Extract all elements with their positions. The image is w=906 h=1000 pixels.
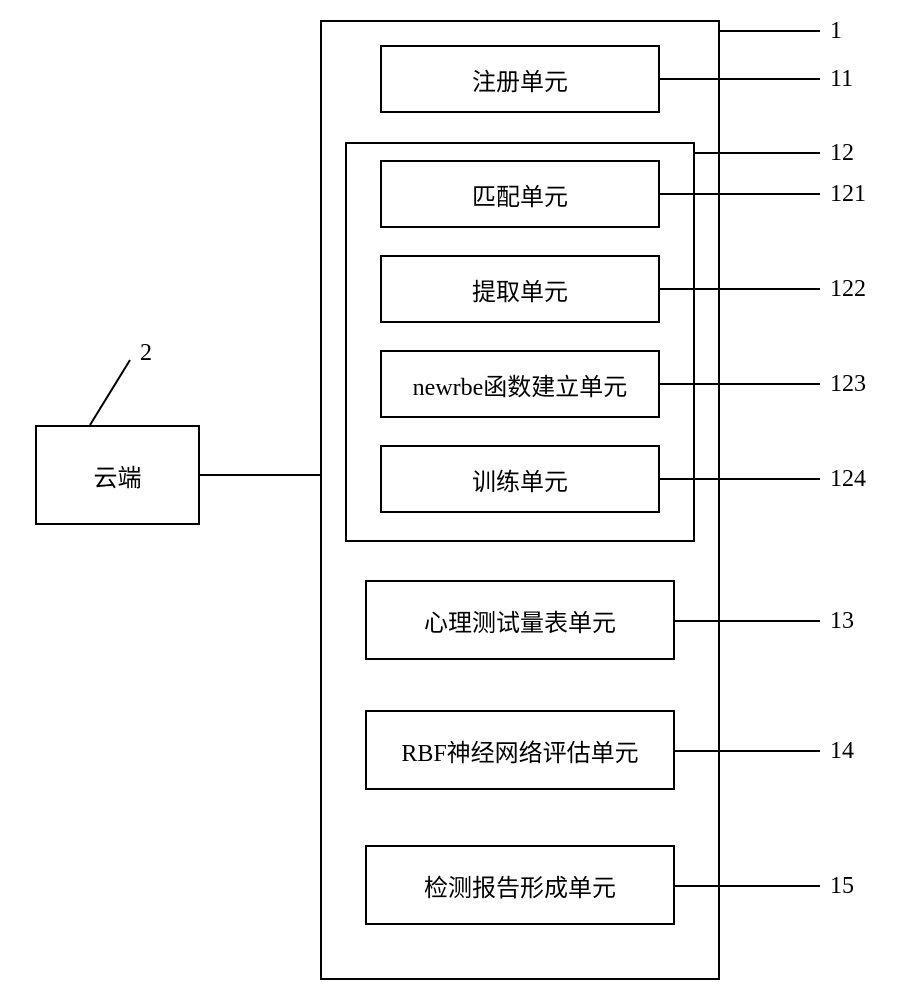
leader-label-15: 15: [830, 873, 854, 900]
cloud-box: 云端: [35, 425, 200, 525]
box-match-unit: 匹配单元: [380, 160, 660, 228]
connector-cloud-main: [200, 474, 320, 476]
box-extract-unit: 提取单元: [380, 255, 660, 323]
box-label: 匹配单元: [472, 177, 568, 212]
leader-15: [675, 885, 820, 887]
leader-label-121: 121: [830, 181, 866, 208]
leader-label-11: 11: [830, 66, 853, 93]
box-label: newrbe函数建立单元: [413, 367, 628, 402]
box-psych-test-unit: 心理测试量表单元: [365, 580, 675, 660]
box-label: 心理测试量表单元: [424, 603, 616, 638]
leader-13: [675, 620, 820, 622]
box-label: 检测报告形成单元: [424, 868, 616, 903]
cloud-label: 云端: [94, 458, 142, 493]
cloud-leader-label: 2: [140, 340, 152, 367]
box-register-unit: 注册单元: [380, 45, 660, 113]
box-train-unit: 训练单元: [380, 445, 660, 513]
leader-121: [660, 193, 820, 195]
box-report-unit: 检测报告形成单元: [365, 845, 675, 925]
leader-122: [660, 288, 820, 290]
leader-123: [660, 383, 820, 385]
leader-11: [660, 78, 820, 80]
box-label: RBF神经网络评估单元: [401, 733, 638, 768]
box-rbf-eval-unit: RBF神经网络评估单元: [365, 710, 675, 790]
leader-label-122: 122: [830, 276, 866, 303]
leader-label-124: 124: [830, 466, 866, 493]
leader-14: [675, 750, 820, 752]
box-newrbe-unit: newrbe函数建立单元: [380, 350, 660, 418]
leader-label-13: 13: [830, 608, 854, 635]
diagram-canvas: 云端 2 注册单元 匹配单元 提取单元 newrbe函数建立单元 训练单元 心理…: [0, 0, 906, 1000]
leader-12: [695, 152, 820, 154]
box-label: 注册单元: [472, 62, 568, 97]
box-label: 提取单元: [472, 272, 568, 307]
leader-124: [660, 478, 820, 480]
box-label: 训练单元: [472, 462, 568, 497]
leader-label-123: 123: [830, 371, 866, 398]
leader-label-12: 12: [830, 140, 854, 167]
leader-1: [720, 30, 820, 32]
leader-label-14: 14: [830, 738, 854, 765]
leader-label-1: 1: [830, 18, 842, 45]
